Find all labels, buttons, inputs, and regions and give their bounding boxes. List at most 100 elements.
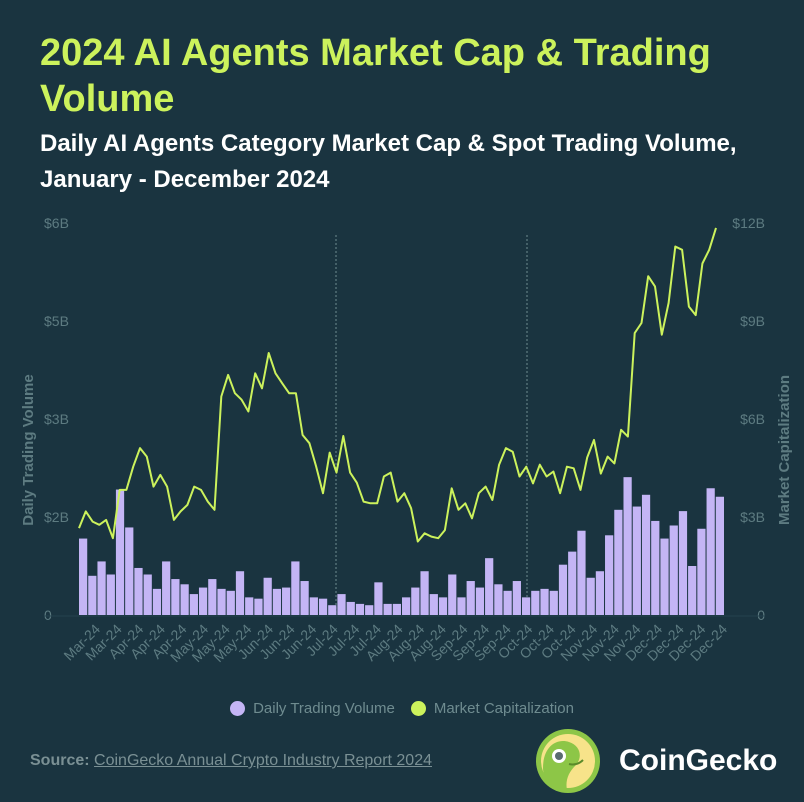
volume-bar	[300, 581, 309, 615]
source-link[interactable]: CoinGecko Annual Crypto Industry Report …	[94, 752, 432, 769]
right-tick-label: $9B	[740, 313, 765, 329]
volume-bar	[226, 590, 235, 615]
volume-bar	[678, 511, 688, 615]
volume-bar	[605, 535, 614, 615]
volume-bar	[540, 588, 549, 615]
volume-bar	[531, 590, 540, 615]
source-label: Source:	[30, 752, 90, 769]
volume-bar	[79, 538, 88, 615]
volume-bar	[318, 598, 328, 615]
volume-bar	[392, 603, 401, 615]
volume-bar	[420, 571, 429, 615]
volume-bar	[245, 597, 254, 615]
gecko-icon	[536, 729, 600, 793]
volume-bar	[115, 489, 125, 615]
volume-bar	[651, 520, 660, 615]
volume-bars	[79, 477, 724, 615]
volume-bar	[475, 587, 485, 615]
volume-bar	[254, 598, 263, 615]
volume-bar	[549, 590, 558, 615]
volume-bar	[402, 597, 411, 615]
market-cap-line	[78, 227, 717, 543]
chart-subtitle: Daily AI Agents Category Market Cap & Sp…	[40, 130, 737, 193]
chart-title: 2024 AI Agents Market Cap & Trading Volu…	[40, 32, 711, 120]
market-cap-series	[78, 227, 717, 543]
volume-bar	[208, 579, 217, 615]
volume-bar	[688, 566, 697, 615]
volume-bar	[485, 558, 494, 615]
volume-bar	[669, 525, 678, 615]
right-tick-label: $6B	[740, 411, 765, 427]
volume-bar	[503, 590, 512, 615]
legend-label: Market Capitalization	[433, 700, 574, 717]
volume-bar	[429, 594, 438, 615]
volume-bar	[152, 588, 162, 615]
volume-bar	[448, 574, 457, 615]
volume-bar	[586, 577, 595, 615]
volume-bar	[568, 551, 577, 615]
left-tick-label: $5B	[44, 313, 69, 329]
source: Source: CoinGecko Annual Crypto Industry…	[30, 752, 432, 770]
legend: Daily Trading Volume Market Capitalizati…	[0, 700, 804, 717]
right-axis: 0 $3B $6B $9B $12B	[732, 215, 765, 623]
volume-bar	[715, 496, 724, 615]
volume-bar	[595, 571, 605, 615]
volume-bar	[577, 530, 586, 615]
chart: 0 $2B $3B $5B $6B 0 $3B $6B $9B $12B Mar-24Mar-2…	[20, 215, 793, 665]
volume-bar	[88, 575, 97, 615]
volume-bar	[438, 597, 448, 615]
right-tick-label: $12B	[732, 215, 765, 231]
volume-bar	[706, 488, 715, 615]
volume-bar	[106, 574, 115, 615]
left-tick-label: $6B	[44, 215, 69, 231]
volume-bar	[466, 581, 475, 615]
coingecko-logo: CoinGecko	[535, 728, 777, 794]
volume-bar	[337, 594, 346, 615]
volume-bar	[697, 528, 706, 615]
volume-bar	[180, 584, 189, 615]
legend-item-market-cap[interactable]: Market Capitalization	[410, 700, 574, 717]
volume-bar	[97, 561, 106, 615]
volume-bar	[235, 571, 245, 615]
volume-bar	[143, 574, 152, 615]
volume-bar	[411, 587, 420, 615]
right-tick-label: 0	[757, 607, 765, 623]
volume-bar	[457, 597, 466, 615]
left-axis: 0 $2B $3B $5B $6B	[44, 215, 69, 623]
volume-bar	[365, 605, 374, 615]
volume-bar	[558, 564, 568, 615]
volume-bar	[309, 597, 318, 615]
right-axis-title: Market Capitalization	[776, 375, 793, 525]
volume-bar	[521, 597, 531, 615]
volume-bar	[660, 538, 669, 615]
purple-dot-icon	[230, 701, 246, 716]
volume-bar	[355, 603, 365, 615]
volume-bar	[346, 601, 355, 615]
volume-bar	[632, 506, 641, 615]
legend-label: Daily Trading Volume	[253, 700, 395, 717]
legend-item-volume[interactable]: Daily Trading Volume	[230, 700, 395, 717]
volume-bar	[162, 561, 171, 615]
brand-name: CoinGecko	[619, 744, 778, 777]
reference-lines	[335, 235, 528, 615]
volume-bar	[374, 582, 383, 615]
left-tick-label: $3B	[44, 411, 69, 427]
volume-bar	[623, 477, 632, 615]
left-axis-title: Daily Trading Volume	[20, 374, 37, 525]
volume-bar	[217, 588, 226, 615]
volume-bar	[272, 588, 282, 615]
left-tick-label: $2B	[44, 509, 69, 525]
volume-bar	[189, 594, 198, 615]
right-tick-label: $3B	[740, 509, 765, 525]
volume-bar	[263, 577, 272, 615]
volume-bar	[614, 509, 623, 615]
volume-bar	[328, 605, 337, 615]
volume-bar	[494, 584, 503, 615]
volume-bar	[282, 587, 291, 615]
volume-bar	[171, 579, 180, 615]
left-tick-label: 0	[44, 607, 52, 623]
volume-bar	[291, 561, 300, 615]
volume-bar	[198, 587, 208, 615]
volume-bar	[125, 527, 134, 615]
volume-bar	[134, 567, 143, 615]
